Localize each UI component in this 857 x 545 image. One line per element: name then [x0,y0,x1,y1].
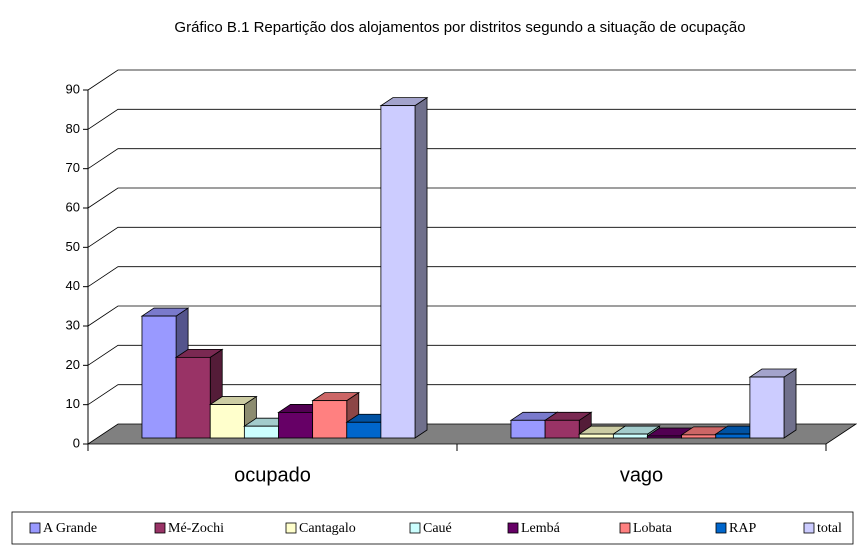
legend-swatch [715,522,727,534]
y-tick-label: 40 [66,278,80,293]
y-tick-label: 50 [66,239,80,254]
bar-front [647,435,683,439]
legend-swatch [507,522,519,534]
y-tick-label: 60 [66,199,80,214]
legend-swatch [285,522,297,534]
legend-label: Cantagalo [299,521,356,536]
bar-front [544,419,580,439]
bar [174,348,224,439]
y-tick-label: 0 [73,435,80,450]
grid-line [87,344,856,366]
bar-front [380,105,416,439]
bar-front [278,412,314,439]
y-tick-label: 90 [66,81,80,96]
legend-label: A Grande [43,521,97,536]
chart-title: Gráfico B.1 Repartição dos alojamentos p… [174,19,746,36]
bar-front [578,433,614,439]
bar-side [783,368,797,439]
grid-line [87,305,856,327]
legend-swatch [154,522,166,534]
legend-label: Mé-Zochi [168,521,224,536]
y-tick-label: 70 [66,160,80,175]
bar-front [209,404,245,439]
bar [311,391,361,439]
y-tick-label: 20 [66,357,80,372]
y-tick-label: 10 [66,396,80,411]
bar-front [175,356,211,439]
bar [379,96,429,439]
legend-label: total [817,521,842,536]
legend-swatch [619,522,631,534]
legend-swatch [29,522,41,534]
legend [11,511,854,545]
bar-front [715,433,751,439]
legend-label: Lobata [633,521,673,536]
legend-label: Lembá [521,521,561,536]
bar-front [612,433,648,439]
grid-line [87,226,856,248]
bar-front [749,376,785,439]
legend-swatch [409,522,421,534]
x-tick-label: ocupado [234,464,311,486]
grid-line [87,187,856,209]
bar-front [510,419,546,439]
y-tick-label: 80 [66,121,80,136]
grid-line [87,148,856,169]
bar-front [141,315,177,439]
legend-label: RAP [729,521,756,536]
bar [748,368,798,439]
grid-line [87,108,856,130]
legend-label: Caué [423,521,452,536]
bar-front [243,425,279,439]
grid-line [87,69,856,91]
bar-front [346,421,382,439]
grid-line [87,266,856,287]
bar-front [681,434,717,439]
bar-side [414,96,428,439]
legend-swatch [803,522,815,534]
bar-front [312,400,348,439]
grid-line [87,384,856,405]
x-tick-label: vago [620,464,663,486]
y-tick-label: 30 [66,317,80,332]
